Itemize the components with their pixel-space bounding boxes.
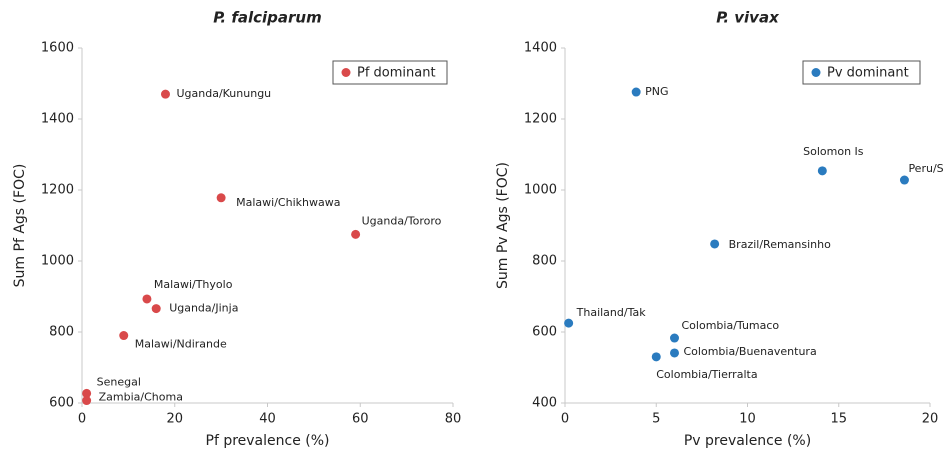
point-label: PNG <box>645 85 668 98</box>
y-axis-label: Sum Pv Ags (FOC) <box>495 162 511 289</box>
y-tick-label: 1400 <box>524 41 557 56</box>
point-label: Senegal <box>97 375 141 388</box>
legend-box <box>332 60 448 85</box>
y-tick-label: 1200 <box>41 183 74 198</box>
point-label: Malawi/Chikhwawa <box>236 196 340 209</box>
point <box>160 89 170 99</box>
y-tick-label: 1000 <box>41 254 74 269</box>
point <box>564 318 574 328</box>
point-label: Uganda/Kunungu <box>176 87 271 100</box>
point-label: Brazil/Remansinho <box>729 238 831 251</box>
point-label: Colombia/Buenaventura <box>684 345 817 358</box>
chart-title: P. vivax <box>716 9 780 27</box>
legend-label: Pv dominant <box>827 66 909 81</box>
point <box>216 193 226 203</box>
point-label: Malawi/Thyolo <box>154 278 233 291</box>
point <box>142 294 152 304</box>
point <box>670 348 679 358</box>
y-tick-label: 1000 <box>524 183 557 198</box>
point <box>82 388 92 398</box>
point-label: Malawi/Ndirande <box>135 338 227 351</box>
point-label: Thailand/Tak <box>576 306 647 319</box>
point <box>899 175 909 185</box>
y-tick-label: 1600 <box>41 41 74 56</box>
point <box>670 333 679 343</box>
x-tick-label: 20 <box>922 412 939 427</box>
x-tick-label: 10 <box>739 412 756 427</box>
x-tick-label: 60 <box>352 412 369 427</box>
x-tick-label: 20 <box>166 412 183 427</box>
point-label: Peru/Santa Emilia <box>908 162 943 175</box>
point-label: Colombia/Tumaco <box>682 319 780 332</box>
point <box>351 229 361 239</box>
point-label: Colombia/Tierralta <box>656 368 757 381</box>
x-tick-label: 0 <box>78 412 86 427</box>
x-tick-label: 5 <box>652 412 660 427</box>
legend-label: Pf dominant <box>357 66 436 81</box>
y-axis-label: Sum Pf Ags (FOC) <box>12 164 28 288</box>
y-tick-label: 400 <box>532 396 557 411</box>
y-tick-label: 800 <box>49 325 74 340</box>
x-tick-label: 80 <box>445 412 462 427</box>
point <box>631 87 641 97</box>
x-tick-label: 40 <box>259 412 276 427</box>
point <box>710 239 720 249</box>
y-tick-label: 1200 <box>524 112 557 127</box>
x-axis-label: Pf prevalence (%) <box>206 433 330 449</box>
y-tick-label: 600 <box>49 396 74 411</box>
x-axis-label: Pv prevalence (%) <box>684 433 811 449</box>
point <box>651 352 661 362</box>
y-tick-label: 600 <box>532 325 557 340</box>
y-tick-label: 800 <box>532 254 557 269</box>
legend-marker <box>341 68 351 77</box>
point <box>82 396 92 406</box>
legend-marker <box>811 68 821 77</box>
x-tick-label: 15 <box>830 412 847 427</box>
point <box>119 331 129 341</box>
point <box>817 166 827 176</box>
point-label: Solomon Is <box>803 145 864 158</box>
legend-box <box>802 60 921 85</box>
y-tick-label: 1400 <box>41 112 74 127</box>
chart-title: P. falciparum <box>213 9 321 27</box>
x-tick-label: 0 <box>561 412 569 427</box>
point-label: Uganda/Jinja <box>169 302 238 315</box>
point <box>151 304 161 314</box>
point-label: Uganda/Tororo <box>362 214 442 227</box>
point-label: Zambia/Choma <box>99 391 183 404</box>
